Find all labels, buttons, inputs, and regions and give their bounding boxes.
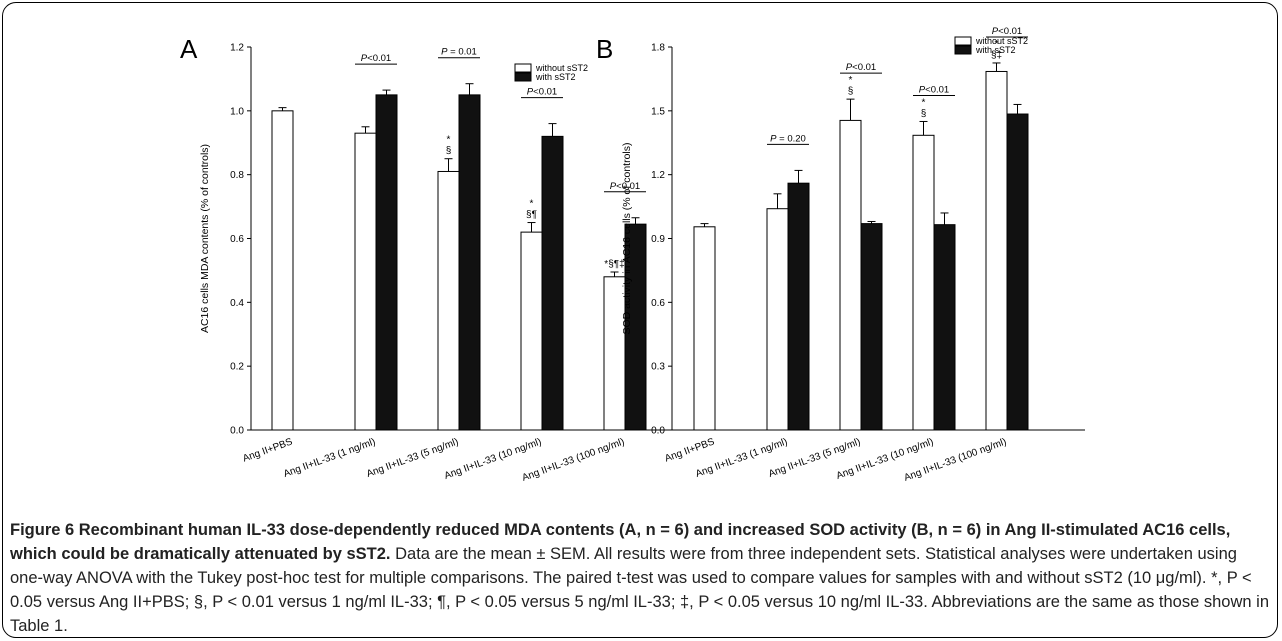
panel-b-y-tick-label: 0.0 — [651, 426, 665, 437]
panel-a-comparison-label: P<0.01 — [610, 181, 640, 192]
panel-b-significance-mark: * — [922, 97, 926, 108]
panel-a-y-axis-label: AC16 cells MDA contents (% of controls) — [199, 144, 211, 333]
panel-b-bar-with-sst2 — [933, 224, 956, 431]
panel-b-bar-without-sst2 — [693, 226, 716, 431]
panel-b-legend-swatch — [954, 36, 972, 46]
figure-caption: Figure 6 Recombinant human IL-33 dose-de… — [10, 518, 1272, 638]
panel-b-bar-without-sst2 — [839, 119, 862, 431]
panel-a-comparison-label: P<0.01 — [527, 87, 557, 98]
panel-a-legend-swatch — [514, 63, 532, 73]
panel-b-significance-mark: * — [995, 39, 999, 50]
panel-a-bar-without-sst2 — [520, 231, 543, 431]
panel-a-y-tick-label: 0.8 — [230, 170, 244, 181]
panel-b-significance-mark: § — [848, 86, 854, 97]
panel-a-y-tick-label: 0.6 — [230, 234, 244, 245]
panel-b-y-tick-label: 0.9 — [651, 234, 665, 245]
panel-b-significance-mark: * — [849, 75, 853, 86]
panel-a-significance-mark: § — [446, 146, 452, 157]
panel-b-comparison-label: P = 0.20 — [770, 133, 806, 144]
panel-b-x-tick-label: Ang II+PBS — [663, 436, 716, 464]
panel-b-legend-label: without sST2 — [975, 36, 1028, 46]
panel-b-label: B — [596, 34, 613, 64]
figure-charts: A 0.0 0.2 0.4 0.6 0.8 1.0 1.2 AC16 cells MDA con… — [180, 26, 1085, 484]
panel-a-y-tick-label: 0.0 — [230, 426, 244, 437]
panel-a-legend-label: with sST2 — [535, 72, 576, 82]
panel-a-legend-label: without sST2 — [535, 63, 588, 73]
panel-a-bar-with-sst2 — [458, 94, 481, 431]
panel-a-significance-mark: *§¶‡ — [604, 259, 624, 270]
panel-a-comparison-label: P<0.01 — [361, 53, 391, 64]
caption-title: Figure 6 Recombinant human IL-33 dose-de… — [10, 521, 1231, 563]
panel-b-y-tick-label: 1.5 — [651, 106, 665, 117]
panel-a-x-tick-label: Ang II+IL-33 (1 ng/ml) — [282, 436, 377, 480]
panel-a-y-tick-label: 1.0 — [230, 106, 244, 117]
panel-a-bar-with-sst2 — [541, 135, 564, 431]
panel-b-y-tick-label: 1.2 — [651, 170, 665, 181]
panel-a-x-tick-label: Ang II+PBS — [241, 436, 294, 464]
panel-b-y-tick-label: 0.6 — [651, 298, 665, 309]
panel-b-y-tick-label: 0.3 — [651, 362, 665, 373]
panel-a-bar-with-sst2 — [375, 94, 398, 431]
panel-a-bar-without-sst2 — [437, 170, 460, 431]
panel-b-legend-swatch — [954, 45, 972, 55]
panel-a-bar-without-sst2 — [354, 132, 377, 431]
panel-a-bar-without-sst2 — [271, 110, 294, 431]
panel-b-comparison-label: P<0.01 — [846, 62, 876, 73]
panel-b-comparison-label: P<0.01 — [992, 26, 1022, 37]
panel-b-legend-label: with sST2 — [975, 45, 1016, 55]
panel-b-significance-mark: §‡ — [991, 50, 1002, 61]
panel-a-significance-mark: §¶ — [526, 210, 537, 221]
panel-a-significance-mark: * — [447, 135, 451, 146]
panel-a-y-tick-label: 1.2 — [230, 43, 244, 54]
panel-b-significance-mark: § — [921, 108, 927, 119]
panel-a-legend-swatch — [514, 72, 532, 82]
panel-b-bar-without-sst2 — [985, 70, 1008, 431]
panel-b-y-axis-label: SOD activity in AC16 cells (% of control… — [621, 143, 633, 335]
panel-b-bar-with-sst2 — [1006, 113, 1029, 431]
panel-a-y-tick-label: 0.2 — [230, 362, 244, 373]
panel-b-bar-without-sst2 — [912, 134, 935, 431]
panel-b-bar-without-sst2 — [766, 208, 789, 431]
panel-a-significance-mark: * — [530, 199, 534, 210]
panel-b-bar-with-sst2 — [860, 223, 883, 431]
caption-body: Data are the mean ± SEM. All results wer… — [10, 545, 1269, 635]
panel-a-y-tick-label: 0.4 — [230, 298, 244, 309]
panel-b-y-tick-label: 1.8 — [651, 43, 665, 54]
panel-a-label: A — [180, 34, 198, 64]
panel-a-comparison-label: P = 0.01 — [441, 47, 477, 58]
panel-b-bar-with-sst2 — [787, 182, 810, 431]
panel-b-comparison-label: P<0.01 — [919, 84, 949, 95]
